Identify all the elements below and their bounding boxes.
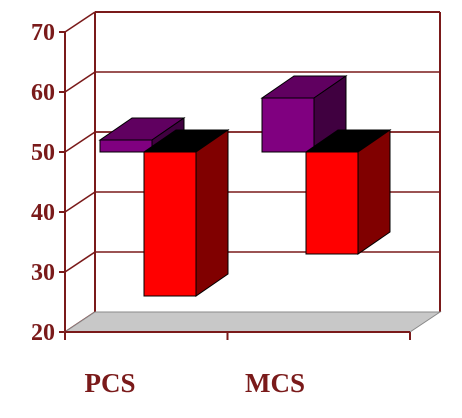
grid-line-side-30: [64, 251, 96, 273]
grid-line-side-60: [64, 71, 96, 93]
y-tick-label-70: 70: [31, 20, 55, 46]
y-tick-label-50: 50: [31, 140, 55, 166]
x-category-label-pcs: PCS: [84, 368, 135, 398]
bar-mcs-series-1-front: [261, 97, 315, 153]
x-category-label-mcs: MCS: [245, 368, 305, 398]
y-tick-label-40: 40: [31, 200, 55, 226]
bar-mcs-series-2-side: [357, 129, 391, 255]
bar-mcs-series-2: [304, 129, 392, 255]
bar-pcs-series-2-front: [143, 151, 197, 297]
y-axis-ticks: 20 30 40 50 60 70: [31, 20, 55, 346]
bar-pcs-series-2-side: [195, 129, 229, 297]
bar-pcs-series-2: [142, 129, 230, 297]
floor-plane: [63, 311, 442, 333]
bar-mcs-series-2-front: [305, 151, 359, 255]
grid-line-side-50: [64, 131, 96, 153]
y-tick-label-30: 30: [31, 260, 55, 286]
y-tick-label-20: 20: [31, 320, 55, 346]
grid-line-side-70: [64, 11, 96, 33]
grid-line-side-40: [64, 191, 96, 213]
x-axis-categories: PCS MCS: [84, 368, 305, 398]
bar-pcs-series-1-front: [99, 139, 153, 153]
y-tick-label-60: 60: [31, 80, 55, 106]
bars: [98, 75, 392, 297]
